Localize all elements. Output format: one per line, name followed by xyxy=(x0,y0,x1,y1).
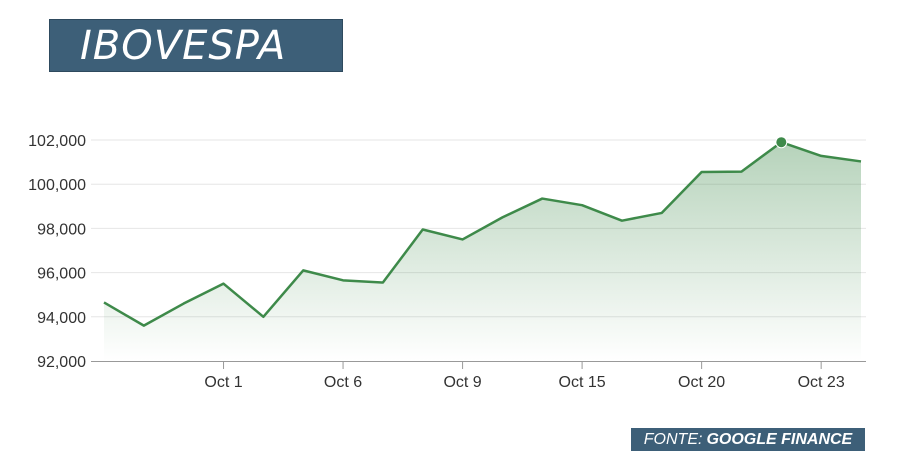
source-name: GOOGLE FINANCE xyxy=(706,430,853,448)
x-tick-label: Oct 15 xyxy=(559,374,606,391)
y-tick-label: 100,000 xyxy=(28,177,86,194)
y-tick-label: 92,000 xyxy=(37,354,86,371)
y-axis-labels: 92,000 94,000 96,000 98,000 100,000 102,000 xyxy=(28,133,86,371)
highlight-marker xyxy=(775,136,788,149)
y-tick-label: 102,000 xyxy=(28,133,86,150)
series-line-path xyxy=(103,140,862,327)
area-fill xyxy=(104,142,861,361)
x-tick-label: Oct 6 xyxy=(324,374,362,391)
peak-point xyxy=(775,136,788,149)
y-tick-label: 94,000 xyxy=(37,310,86,327)
x-axis-labels: Oct 1 Oct 6 Oct 9 Oct 15 Oct 20 Oct 23 xyxy=(204,374,844,391)
area-fill-path xyxy=(104,142,861,361)
source-prefix: FONTE: xyxy=(643,430,703,448)
y-tick-label: 96,000 xyxy=(37,266,86,283)
x-tick-label: Oct 1 xyxy=(204,374,242,391)
y-tick-label: 98,000 xyxy=(37,221,86,238)
x-tick-label: Oct 20 xyxy=(678,374,725,391)
x-tick-label: Oct 9 xyxy=(443,374,481,391)
chart-title: IBOVESPA xyxy=(80,22,287,69)
title-banner: IBOVESPA xyxy=(49,19,343,72)
x-tick-label: Oct 23 xyxy=(798,374,845,391)
x-axis xyxy=(91,361,866,369)
source-badge: FONTE: GOOGLE FINANCE xyxy=(631,428,865,451)
series-line xyxy=(103,140,862,327)
